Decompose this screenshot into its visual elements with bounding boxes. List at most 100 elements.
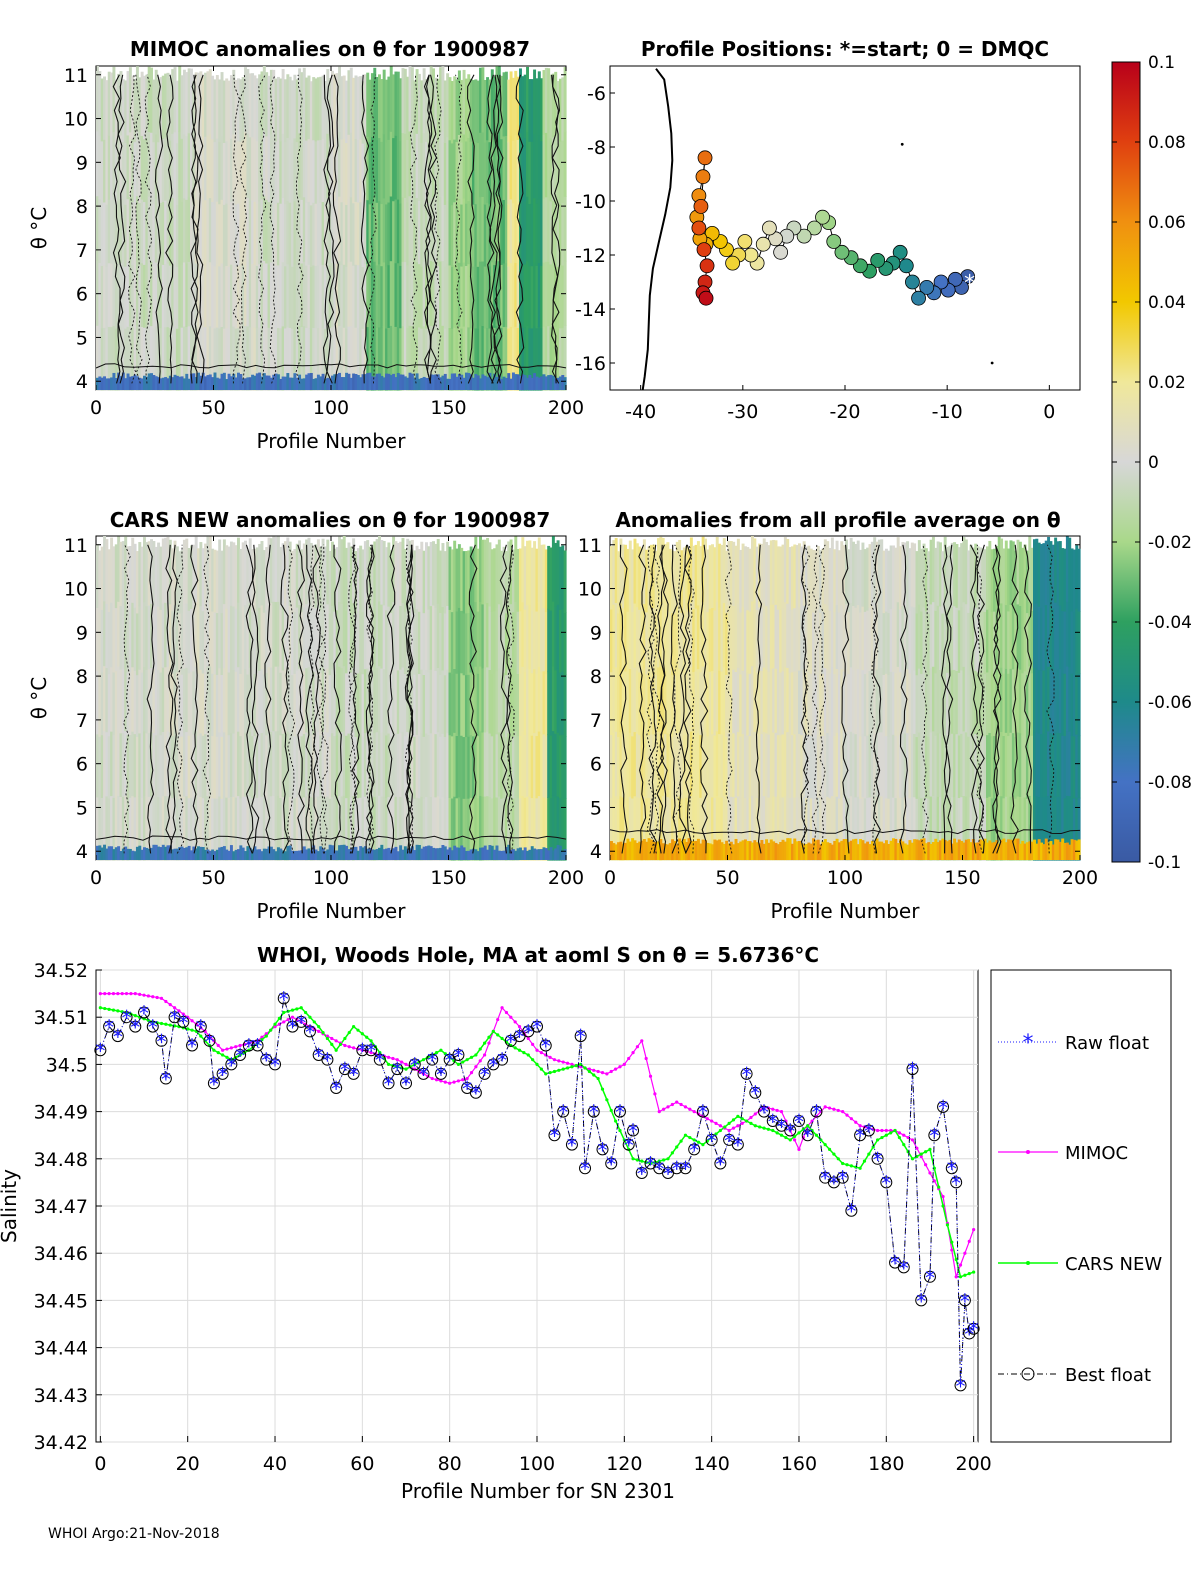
heatmap-band-cell	[720, 842, 724, 860]
heatmap-cell	[783, 666, 787, 732]
heatmap-cell	[722, 731, 726, 797]
heatmap-cell	[375, 667, 379, 733]
heatmap-cell	[922, 670, 926, 735]
heatmap-cell	[206, 601, 210, 667]
heatmap-cell	[279, 672, 283, 736]
positions-plot-area	[609, 65, 1081, 391]
heatmap-cell	[342, 75, 346, 140]
mimoc-point	[915, 1146, 919, 1150]
heatmap-cell	[856, 796, 860, 861]
heatmap-band-cell	[164, 846, 168, 860]
heatmap-cell	[1014, 612, 1018, 675]
heatmap-band-cell	[333, 850, 337, 860]
heatmap-cell	[225, 671, 229, 735]
heatmap-cell	[854, 543, 858, 608]
heatmap-cell	[762, 795, 766, 861]
heatmap-cell	[875, 732, 879, 797]
heatmap-band-cell	[631, 838, 635, 860]
heatmap-cell	[990, 611, 994, 675]
heatmap-band-cell	[161, 844, 165, 860]
heatmap-cell	[133, 327, 137, 391]
heatmap-cell	[286, 795, 290, 861]
heatmap-cell	[462, 798, 466, 861]
heatmap-cell	[121, 327, 125, 391]
raw-float-marker: *	[820, 1167, 830, 1191]
heatmap-cell	[114, 79, 118, 143]
heatmap-cell	[779, 546, 783, 610]
heatmap-cell	[823, 667, 827, 733]
heatmap-cell	[981, 548, 985, 612]
heatmap-cell	[356, 139, 360, 203]
heatmap-band-cell	[117, 372, 121, 390]
heatmap-cell	[537, 326, 541, 391]
heatmap-cell	[936, 732, 940, 797]
heatmap-band-cell	[624, 842, 628, 860]
heatmap-band-cell	[638, 841, 642, 860]
heatmap-band-cell	[896, 843, 900, 860]
heatmap-cell	[206, 262, 210, 327]
heatmap-cell	[227, 204, 231, 267]
x-tick-label: 150	[430, 397, 466, 419]
y-tick-label: 9	[76, 622, 88, 644]
profile-position-marker	[755, 236, 771, 252]
heatmap-band-cell	[614, 844, 618, 860]
heatmap-band-cell	[1002, 838, 1006, 860]
heatmap-cell	[135, 325, 139, 391]
heatmap-band-cell	[479, 378, 482, 390]
heatmap-band-cell	[194, 848, 198, 860]
heatmap-band-cell	[126, 848, 130, 860]
heatmap-cell	[1007, 673, 1011, 737]
heatmap-cell	[779, 734, 783, 798]
heatmap-cell	[305, 327, 309, 391]
heatmap-cell	[790, 546, 794, 610]
heatmap-cell	[375, 202, 379, 266]
heatmap-cell	[927, 551, 931, 614]
heatmap-cell	[239, 797, 243, 861]
heatmap-cell	[159, 797, 163, 861]
heatmap-cell	[128, 131, 132, 197]
heatmap-cell	[100, 265, 104, 329]
heatmap-cell	[939, 542, 942, 607]
heatmap-cell	[222, 731, 226, 797]
cars-new-point	[723, 1125, 727, 1129]
profile-position-marker	[911, 290, 926, 306]
heatmap-cell	[328, 327, 332, 391]
raw-float-marker: *	[178, 1011, 188, 1035]
cars-new-point	[565, 1066, 570, 1070]
heatmap-band-cell	[790, 843, 794, 860]
heatmap-band-cell	[654, 842, 658, 860]
heatmap-cell	[743, 797, 747, 861]
heatmap-band-cell	[516, 374, 520, 390]
heatmap-cell	[638, 734, 642, 798]
heatmap-cell	[974, 670, 978, 735]
heatmap-band-cell	[368, 848, 372, 860]
heatmap-cell	[171, 133, 175, 199]
heatmap-cell	[533, 796, 537, 861]
contour-line	[122, 544, 131, 854]
raw-float-marker: *	[768, 1110, 778, 1134]
heatmap-cell	[474, 203, 478, 267]
salinity-xlabel: Profile Number for SN 2301	[401, 1479, 675, 1503]
y-tick-label: 8	[76, 666, 88, 688]
heatmap-cell	[103, 795, 106, 861]
cars-new-point	[199, 1034, 203, 1038]
heatmap-cell	[410, 325, 414, 391]
x-tick-label: 150	[430, 867, 466, 889]
heatmap-band-cell	[993, 842, 996, 860]
heatmap-cell	[237, 731, 240, 797]
heatmap-band-cell	[284, 376, 287, 390]
heatmap-cell	[812, 797, 816, 861]
heatmap-cell	[983, 673, 987, 737]
heatmap-cell	[152, 541, 156, 606]
heatmap-band-cell	[1077, 839, 1081, 860]
heatmap-cell	[561, 264, 565, 329]
heatmap-cell	[479, 601, 482, 667]
heatmap-cell	[276, 730, 280, 796]
heatmap-cell	[401, 538, 405, 604]
heatmap-cell	[939, 732, 942, 798]
contour-line	[1046, 544, 1055, 854]
heatmap-cell	[821, 673, 825, 737]
heatmap-cell	[462, 261, 466, 327]
heatmap-cell	[347, 198, 351, 263]
heatmap-cell	[701, 666, 705, 732]
